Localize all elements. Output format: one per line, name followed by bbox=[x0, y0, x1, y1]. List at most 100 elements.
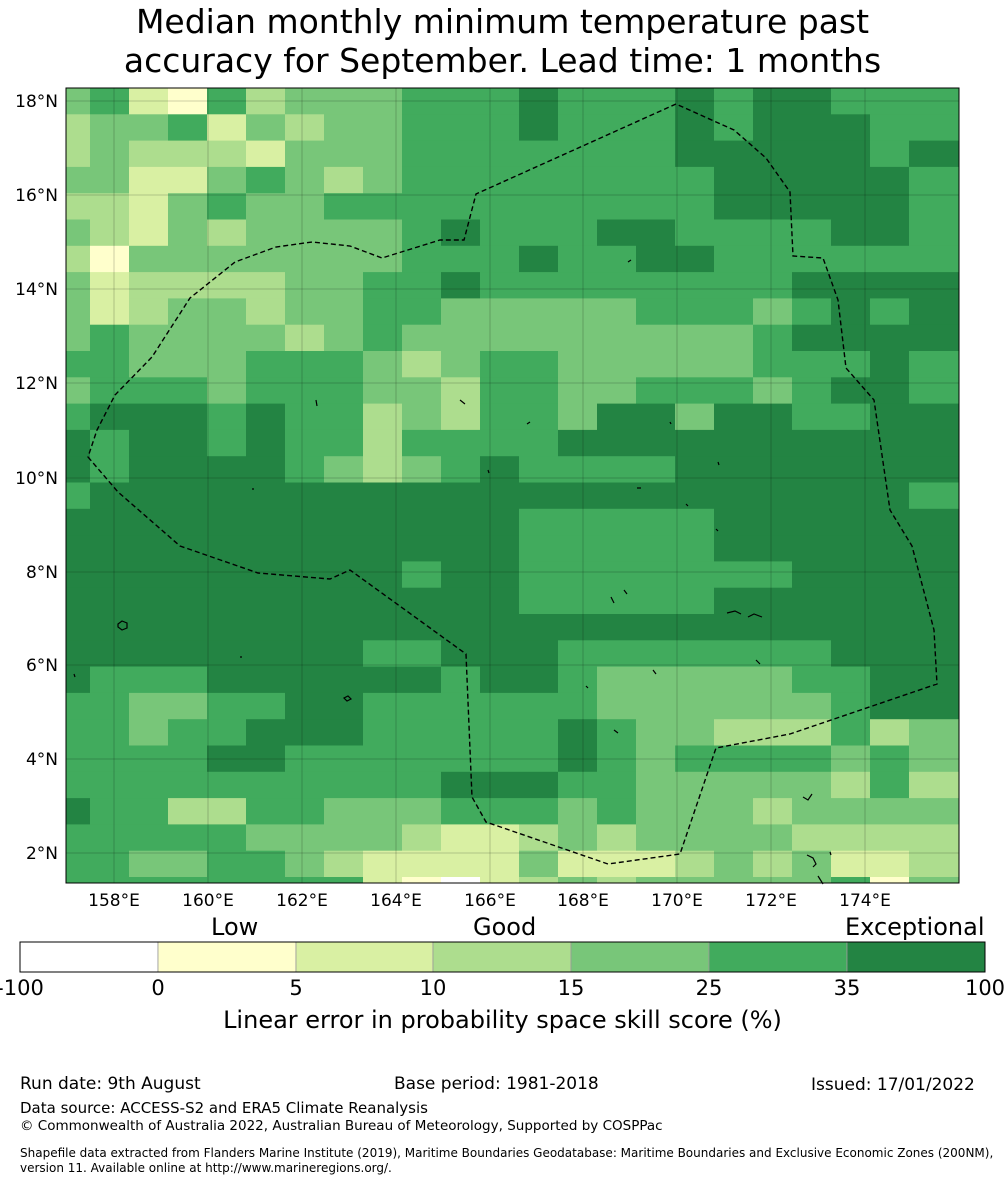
grid-cell bbox=[168, 456, 207, 483]
grid-cell bbox=[66, 193, 90, 220]
grid-cell bbox=[324, 692, 363, 720]
grid-cell bbox=[207, 298, 246, 326]
island-outline bbox=[610, 589, 813, 801]
grid-cell bbox=[285, 561, 324, 589]
grid-cell bbox=[558, 692, 597, 720]
grid-cell bbox=[870, 377, 909, 405]
grid-cell bbox=[363, 482, 402, 510]
grid-cell bbox=[792, 193, 831, 220]
grid-cell bbox=[519, 219, 558, 247]
grid-cell bbox=[129, 140, 168, 168]
grid-cell bbox=[66, 877, 90, 883]
grid-cell bbox=[129, 587, 168, 615]
grid-cell bbox=[480, 88, 519, 115]
grid-cell bbox=[675, 877, 714, 883]
grid-cell bbox=[714, 403, 753, 431]
grid-cell bbox=[714, 456, 753, 483]
grid-cell bbox=[831, 719, 870, 746]
grid-cell bbox=[285, 640, 324, 668]
grid-cell bbox=[831, 298, 870, 326]
grid-cell bbox=[519, 193, 558, 220]
grid-cell bbox=[597, 692, 636, 720]
grid-cell bbox=[207, 614, 246, 641]
grid-cell bbox=[909, 561, 959, 589]
grid-cell bbox=[441, 166, 480, 194]
grid-cell bbox=[363, 877, 402, 883]
grid-cell bbox=[753, 666, 792, 694]
grid-cell bbox=[480, 798, 519, 825]
grid-cell bbox=[831, 771, 870, 799]
grid-cell bbox=[285, 824, 324, 852]
grid-cell bbox=[207, 456, 246, 483]
grid-cell bbox=[519, 745, 558, 773]
grid-cell bbox=[441, 877, 480, 883]
grid-cell bbox=[363, 377, 402, 405]
grid-cell bbox=[168, 745, 207, 773]
grid-cell bbox=[324, 719, 363, 746]
grid-cell bbox=[480, 614, 519, 641]
grid-cell bbox=[441, 535, 480, 562]
grid-cell bbox=[441, 272, 480, 299]
grid-cell bbox=[363, 719, 402, 746]
grid-cell bbox=[441, 745, 480, 773]
grid-cell bbox=[597, 640, 636, 668]
grid-cell bbox=[831, 666, 870, 694]
grid-cell bbox=[168, 850, 207, 878]
colorbar-tick: 5 bbox=[289, 976, 303, 1000]
grid-cell bbox=[675, 456, 714, 483]
latitude-label: 18°N bbox=[15, 92, 58, 112]
grid-cell bbox=[207, 877, 246, 883]
grid-cell bbox=[558, 824, 597, 852]
grid-cell bbox=[402, 403, 441, 431]
colorbar-swatch bbox=[846, 941, 986, 973]
grid-cell bbox=[753, 850, 792, 878]
grid-cell bbox=[129, 351, 168, 378]
grid-cell bbox=[285, 429, 324, 457]
graticule bbox=[66, 88, 959, 883]
grid-cell bbox=[792, 429, 831, 457]
grid-cell bbox=[831, 140, 870, 168]
grid-cell bbox=[246, 482, 285, 510]
grid-cell bbox=[480, 324, 519, 352]
grid-cell bbox=[792, 272, 831, 299]
grid-cell bbox=[636, 429, 675, 457]
grid-cell bbox=[66, 429, 90, 457]
grid-cell bbox=[636, 88, 675, 115]
grid-cell bbox=[246, 535, 285, 562]
grid-cell bbox=[324, 324, 363, 352]
grid-cell bbox=[714, 719, 753, 746]
grid-cell bbox=[597, 771, 636, 799]
colorbar-swatch bbox=[708, 941, 848, 973]
grid-cell bbox=[792, 824, 831, 852]
grid-cell bbox=[675, 850, 714, 878]
grid-cell bbox=[402, 324, 441, 352]
grid-cell bbox=[402, 692, 441, 720]
grid-cell bbox=[519, 351, 558, 378]
grid-cell bbox=[519, 166, 558, 194]
grid-cell bbox=[831, 114, 870, 142]
grid-cell bbox=[168, 692, 207, 720]
grid-cell bbox=[324, 745, 363, 773]
grid-cell bbox=[870, 351, 909, 378]
latitude-label: 10°N bbox=[15, 469, 58, 489]
grid-cell bbox=[792, 614, 831, 641]
grid-cell bbox=[66, 614, 90, 641]
grid-cell bbox=[480, 850, 519, 878]
grid-cell bbox=[480, 640, 519, 668]
grid-cell bbox=[66, 377, 90, 405]
grid-cell bbox=[792, 88, 831, 115]
grid-cell bbox=[831, 403, 870, 431]
grid-cell bbox=[597, 614, 636, 641]
colorbar-title: Linear error in probability space skill … bbox=[223, 1006, 782, 1034]
grid-cell bbox=[285, 482, 324, 510]
grid-cell bbox=[831, 166, 870, 194]
grid-cell bbox=[90, 140, 129, 168]
grid-cell bbox=[714, 640, 753, 668]
grid-cell bbox=[753, 719, 792, 746]
grid-cell bbox=[285, 166, 324, 194]
grid-cell bbox=[519, 88, 558, 115]
grid-cell bbox=[402, 614, 441, 641]
grid-cell bbox=[402, 482, 441, 510]
grid-cell bbox=[831, 824, 870, 852]
grid-cell bbox=[597, 272, 636, 299]
